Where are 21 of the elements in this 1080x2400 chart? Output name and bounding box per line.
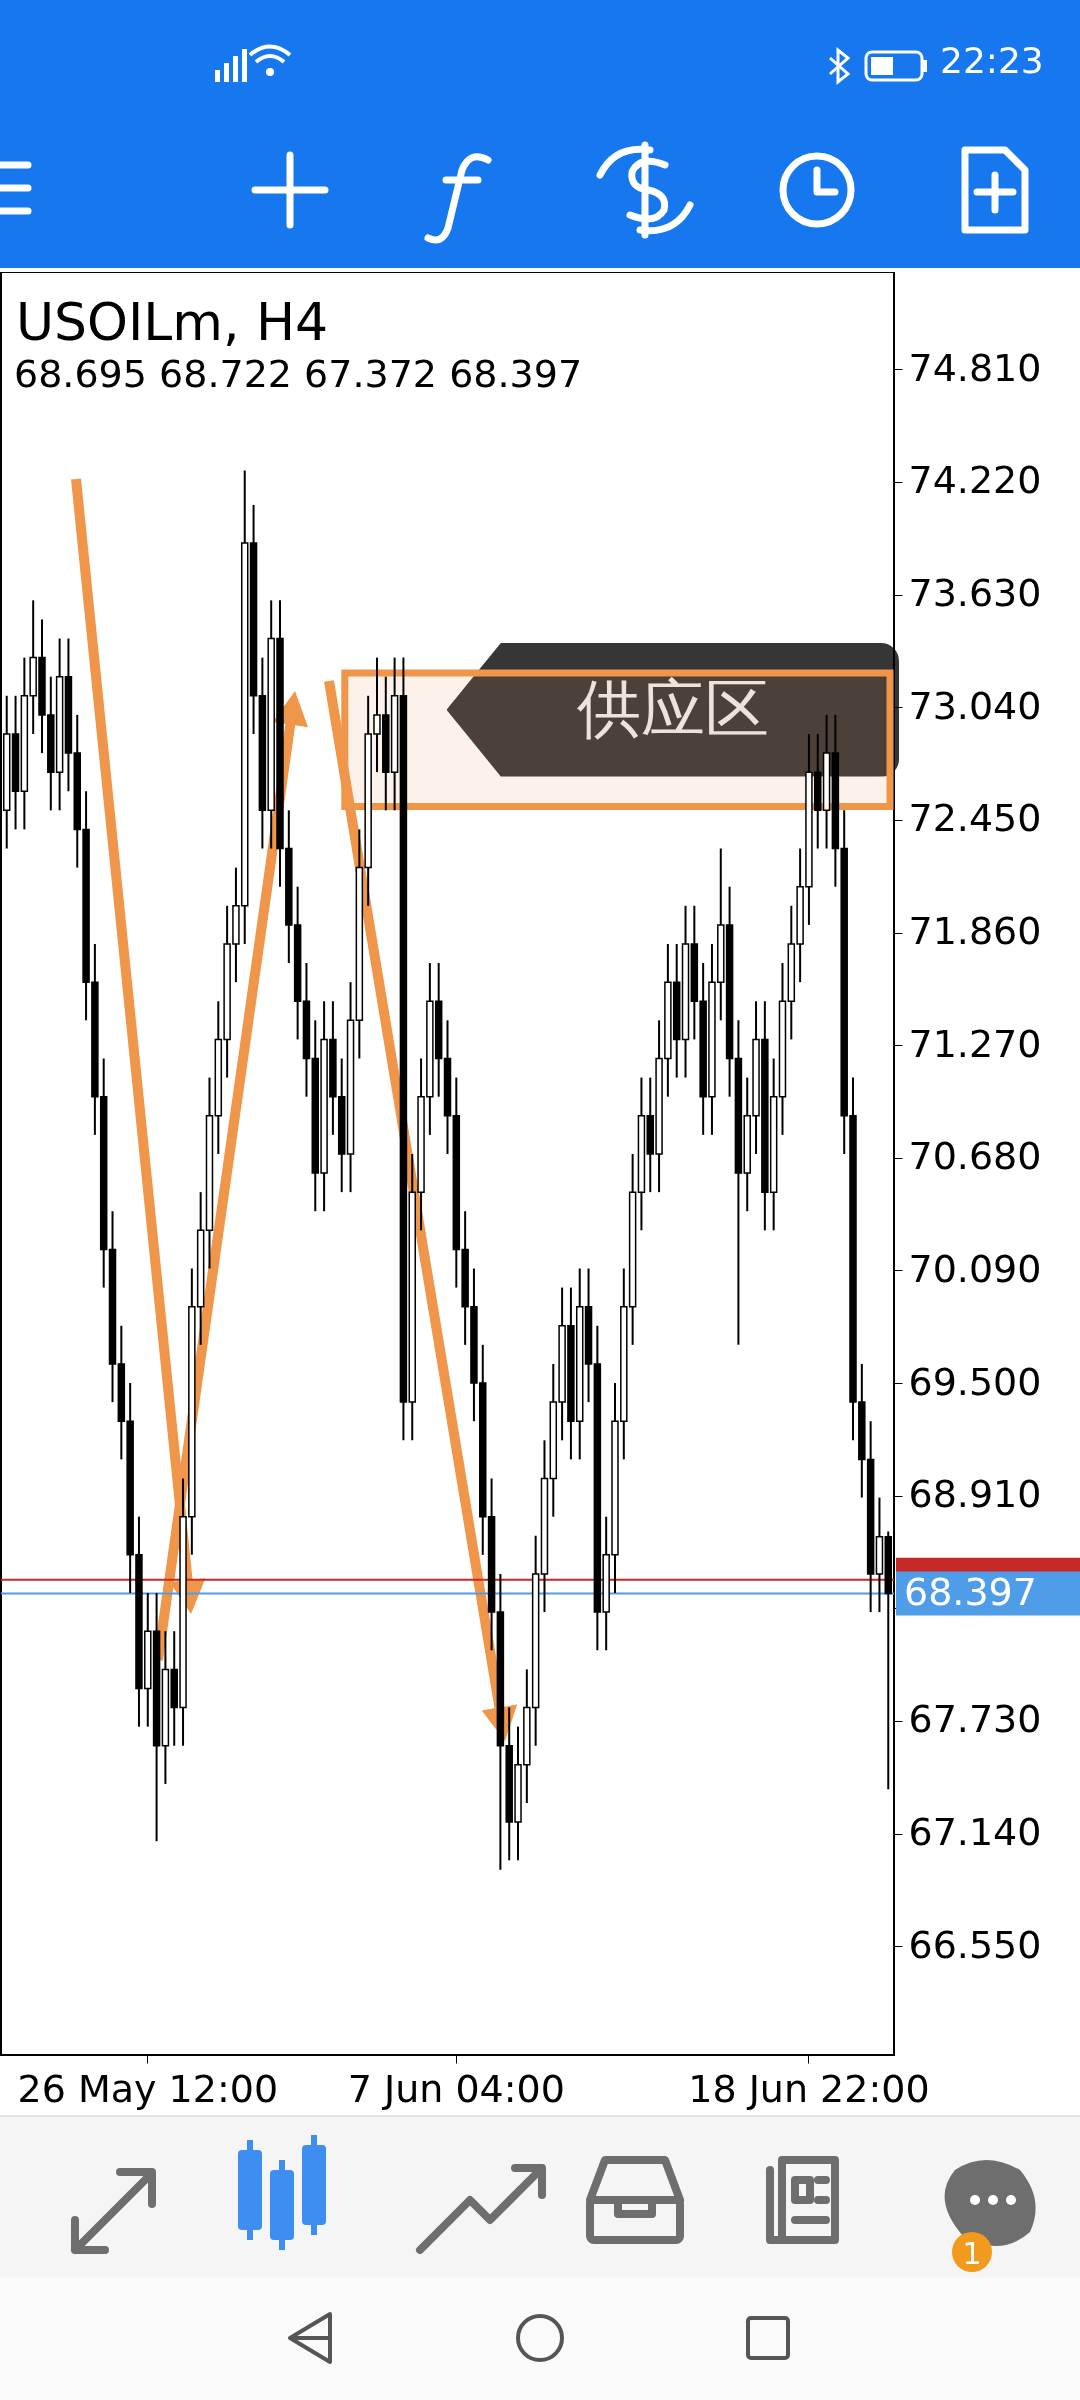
- y-tick-label: 71.270: [908, 1021, 1042, 1066]
- y-tick-label: 69.500: [908, 1359, 1042, 1404]
- ref-line-label: 68.397: [904, 1569, 1037, 1614]
- text: 22:23: [940, 40, 1044, 81]
- y-tick-label: 74.810: [908, 345, 1042, 390]
- y-tick-label: 72.450: [908, 796, 1042, 841]
- y-tick-label: 68.910: [908, 1472, 1042, 1517]
- y-tick-label: 66.550: [908, 1922, 1042, 1967]
- y-tick-label: 73.040: [908, 683, 1042, 728]
- y-tick-label: 74.220: [908, 458, 1042, 503]
- y-tick-label: 67.140: [908, 1810, 1042, 1855]
- text: 68.695 68.722 67.372 68.397: [14, 352, 583, 396]
- y-tick-label: 70.090: [908, 1246, 1042, 1291]
- x-tick-label: 7 Jun 04:00: [347, 2066, 565, 2111]
- chart-title: USOILm, H4: [16, 292, 329, 352]
- x-tick-label: 26 May 12:00: [17, 2066, 279, 2111]
- x-tick-label: 18 Jun 22:00: [688, 2066, 930, 2111]
- y-tick-label: 70.680: [908, 1134, 1042, 1179]
- y-tick-label: 67.730: [908, 1697, 1042, 1742]
- y-tick-label: 71.860: [908, 909, 1042, 954]
- y-tick-label: 73.630: [908, 571, 1042, 616]
